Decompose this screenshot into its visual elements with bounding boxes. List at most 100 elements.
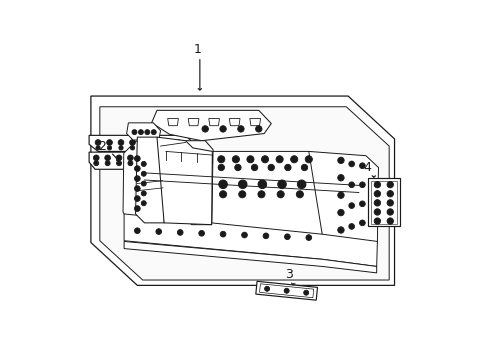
Polygon shape [167, 118, 178, 126]
Polygon shape [124, 242, 376, 273]
Circle shape [134, 166, 140, 171]
Circle shape [202, 126, 208, 132]
Circle shape [173, 161, 178, 166]
Circle shape [177, 230, 183, 235]
Circle shape [95, 140, 101, 145]
Circle shape [258, 180, 266, 189]
Polygon shape [183, 141, 213, 225]
Circle shape [141, 201, 146, 206]
Polygon shape [89, 135, 194, 152]
Circle shape [116, 161, 122, 166]
Circle shape [134, 186, 140, 192]
Circle shape [118, 140, 123, 145]
Circle shape [150, 161, 155, 166]
Polygon shape [370, 181, 396, 224]
Circle shape [138, 130, 143, 135]
Polygon shape [249, 118, 260, 126]
Circle shape [373, 209, 380, 215]
Circle shape [156, 229, 162, 234]
Polygon shape [208, 118, 219, 126]
Circle shape [134, 196, 140, 202]
Polygon shape [308, 152, 378, 243]
Circle shape [373, 200, 380, 206]
Circle shape [130, 146, 134, 150]
Circle shape [276, 156, 283, 163]
Polygon shape [151, 111, 271, 141]
Circle shape [284, 288, 288, 293]
Text: 4: 4 [363, 161, 371, 174]
Circle shape [277, 191, 284, 198]
Circle shape [284, 164, 290, 171]
Circle shape [359, 220, 365, 226]
Circle shape [359, 182, 365, 188]
Circle shape [134, 228, 140, 234]
Circle shape [151, 130, 156, 135]
Circle shape [94, 161, 99, 166]
Circle shape [173, 155, 179, 161]
Polygon shape [91, 96, 394, 285]
Circle shape [348, 224, 354, 229]
Circle shape [348, 182, 354, 188]
Circle shape [219, 191, 226, 198]
Polygon shape [89, 152, 200, 169]
Polygon shape [367, 178, 399, 226]
Circle shape [164, 140, 169, 145]
Circle shape [150, 155, 156, 161]
Circle shape [386, 218, 393, 224]
Circle shape [296, 191, 303, 198]
Circle shape [132, 130, 137, 135]
Circle shape [217, 156, 224, 163]
Circle shape [305, 235, 311, 240]
Circle shape [337, 210, 344, 216]
Circle shape [348, 161, 354, 167]
Circle shape [104, 155, 110, 161]
Circle shape [232, 156, 239, 163]
Circle shape [359, 163, 365, 168]
Circle shape [267, 164, 274, 171]
Circle shape [277, 180, 285, 189]
Circle shape [386, 200, 393, 206]
Circle shape [139, 161, 144, 166]
Circle shape [257, 191, 264, 198]
Circle shape [297, 180, 305, 189]
Circle shape [184, 161, 189, 166]
Polygon shape [229, 118, 240, 126]
Circle shape [129, 140, 135, 145]
Circle shape [134, 206, 140, 211]
Circle shape [264, 286, 269, 291]
Circle shape [144, 130, 149, 135]
Circle shape [116, 155, 122, 161]
Circle shape [241, 232, 247, 238]
Circle shape [153, 146, 157, 150]
Circle shape [164, 146, 169, 150]
Circle shape [218, 180, 227, 189]
Circle shape [373, 190, 380, 197]
Circle shape [386, 181, 393, 188]
Text: 1: 1 [194, 43, 202, 56]
Circle shape [141, 171, 146, 176]
Circle shape [386, 209, 393, 215]
Circle shape [220, 231, 225, 237]
Circle shape [141, 140, 146, 145]
Circle shape [303, 290, 308, 295]
Circle shape [301, 164, 307, 171]
Circle shape [337, 175, 344, 181]
Circle shape [119, 146, 123, 150]
Text: 2: 2 [98, 140, 105, 153]
Circle shape [134, 156, 140, 161]
Text: 3: 3 [285, 268, 292, 281]
Circle shape [263, 233, 268, 239]
Circle shape [284, 234, 290, 240]
Circle shape [141, 161, 146, 166]
Circle shape [152, 140, 158, 145]
Circle shape [107, 146, 111, 150]
Polygon shape [211, 152, 323, 235]
Circle shape [141, 191, 146, 196]
Circle shape [93, 155, 99, 161]
Circle shape [246, 156, 253, 163]
Circle shape [141, 181, 146, 186]
Circle shape [261, 156, 268, 163]
Circle shape [184, 155, 190, 161]
Circle shape [238, 191, 245, 198]
Polygon shape [100, 107, 388, 280]
